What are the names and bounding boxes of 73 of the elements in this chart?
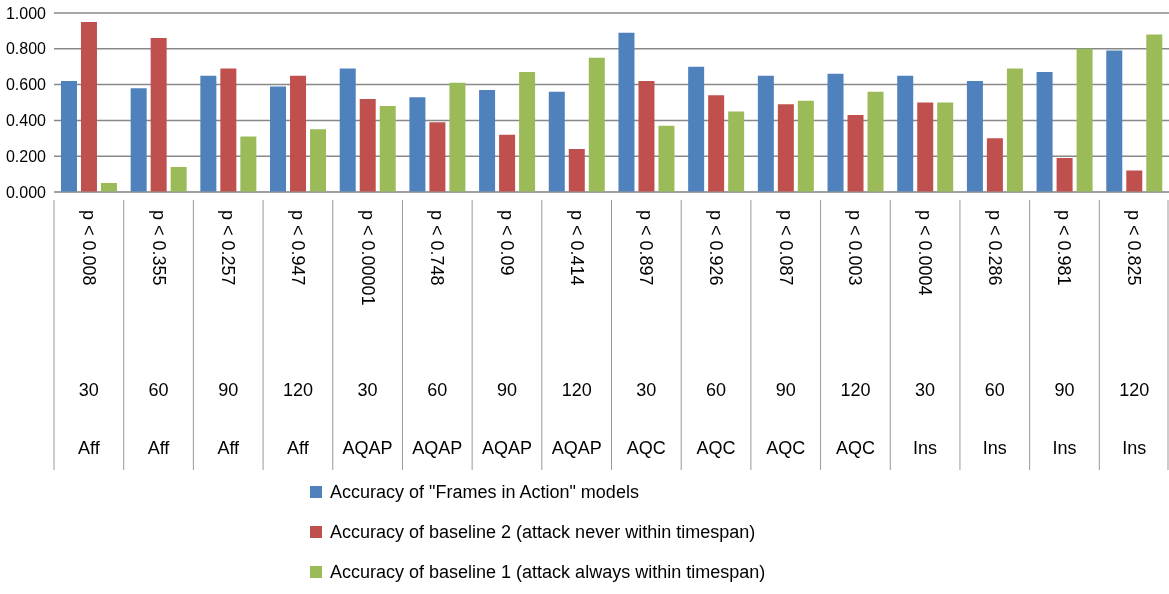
bar — [339, 68, 356, 192]
bar — [270, 86, 287, 192]
bar — [688, 66, 705, 192]
category-label: p < 0.286 60 Ins — [982, 210, 1007, 458]
category-label: p < 0.947 120 Aff — [282, 210, 313, 458]
y-tick-label: 0.200 — [5, 147, 47, 165]
bar — [130, 88, 147, 192]
bar — [1036, 72, 1053, 192]
bar — [797, 100, 814, 192]
y-tick-label: 0.800 — [5, 40, 47, 58]
bar — [170, 166, 187, 192]
legend-label: Accuracy of "Frames in Action" models — [330, 481, 639, 503]
bar — [429, 122, 446, 192]
bar — [359, 98, 376, 192]
category-label: p < 0.414 120 AQAP — [551, 210, 602, 458]
category-label: p < 0.825 120 Ins — [1119, 210, 1150, 458]
bar — [548, 91, 565, 192]
bar — [60, 81, 77, 192]
bar — [499, 134, 516, 192]
bar — [638, 81, 655, 192]
bar — [867, 91, 884, 192]
bar — [1146, 34, 1163, 192]
y-tick-label: 0.600 — [5, 76, 47, 94]
category-label: p < 0.008 30 Aff — [78, 210, 100, 458]
bar — [1076, 48, 1093, 192]
bar — [827, 73, 844, 192]
bar — [409, 97, 426, 192]
bar — [708, 95, 725, 192]
bar — [290, 75, 307, 192]
y-tick-label: 0.000 — [5, 183, 47, 201]
bar — [519, 72, 536, 192]
bar — [220, 68, 237, 192]
category-label: p < 0.897 30 AQC — [626, 210, 666, 458]
bar — [479, 89, 496, 192]
bar — [1056, 157, 1073, 192]
bar — [897, 75, 914, 192]
bar — [728, 111, 745, 192]
bar — [966, 81, 983, 192]
bar — [986, 138, 1003, 192]
category-label: p < 0.748 60 AQAP — [412, 210, 463, 458]
bar — [310, 129, 327, 192]
bar — [777, 104, 794, 192]
bar — [150, 38, 167, 192]
y-tick-label: 1.000 — [5, 4, 47, 22]
bar — [80, 21, 97, 192]
category-label: p < 0.0004 30 Ins — [913, 210, 938, 458]
bar — [200, 75, 217, 192]
bar — [937, 102, 954, 192]
bar — [588, 57, 605, 192]
bar — [847, 115, 864, 192]
legend-label: Accuracy of baseline 2 (attack never within timespan) — [330, 521, 756, 543]
bar — [449, 82, 466, 192]
bar — [658, 125, 675, 192]
bar — [240, 136, 257, 192]
category-label: p < 0.00001 30 AQAP — [342, 210, 393, 458]
category-label: p < 0.257 90 Aff — [217, 210, 240, 458]
y-tick-label: 0.400 — [5, 112, 47, 130]
category-label: p < 0.981 90 Ins — [1052, 210, 1077, 458]
bar — [618, 32, 635, 192]
category-label: p < 0.355 60 Aff — [147, 210, 170, 458]
bar — [100, 183, 117, 192]
bar — [1106, 50, 1123, 192]
bar — [1006, 68, 1023, 192]
bar — [568, 149, 585, 192]
legend-label: Accuracy of baseline 1 (attack always within timespan) — [330, 561, 766, 583]
bar — [379, 106, 396, 192]
category-label: p < 0.003 120 AQC — [835, 210, 875, 458]
bar — [757, 75, 774, 192]
bar — [917, 102, 934, 192]
category-label: p < 0.09 90 AQAP — [481, 210, 532, 458]
bar — [1126, 170, 1143, 192]
category-label: p < 0.087 90 AQC — [766, 210, 806, 458]
category-label: p < 0.926 60 AQC — [696, 210, 736, 458]
